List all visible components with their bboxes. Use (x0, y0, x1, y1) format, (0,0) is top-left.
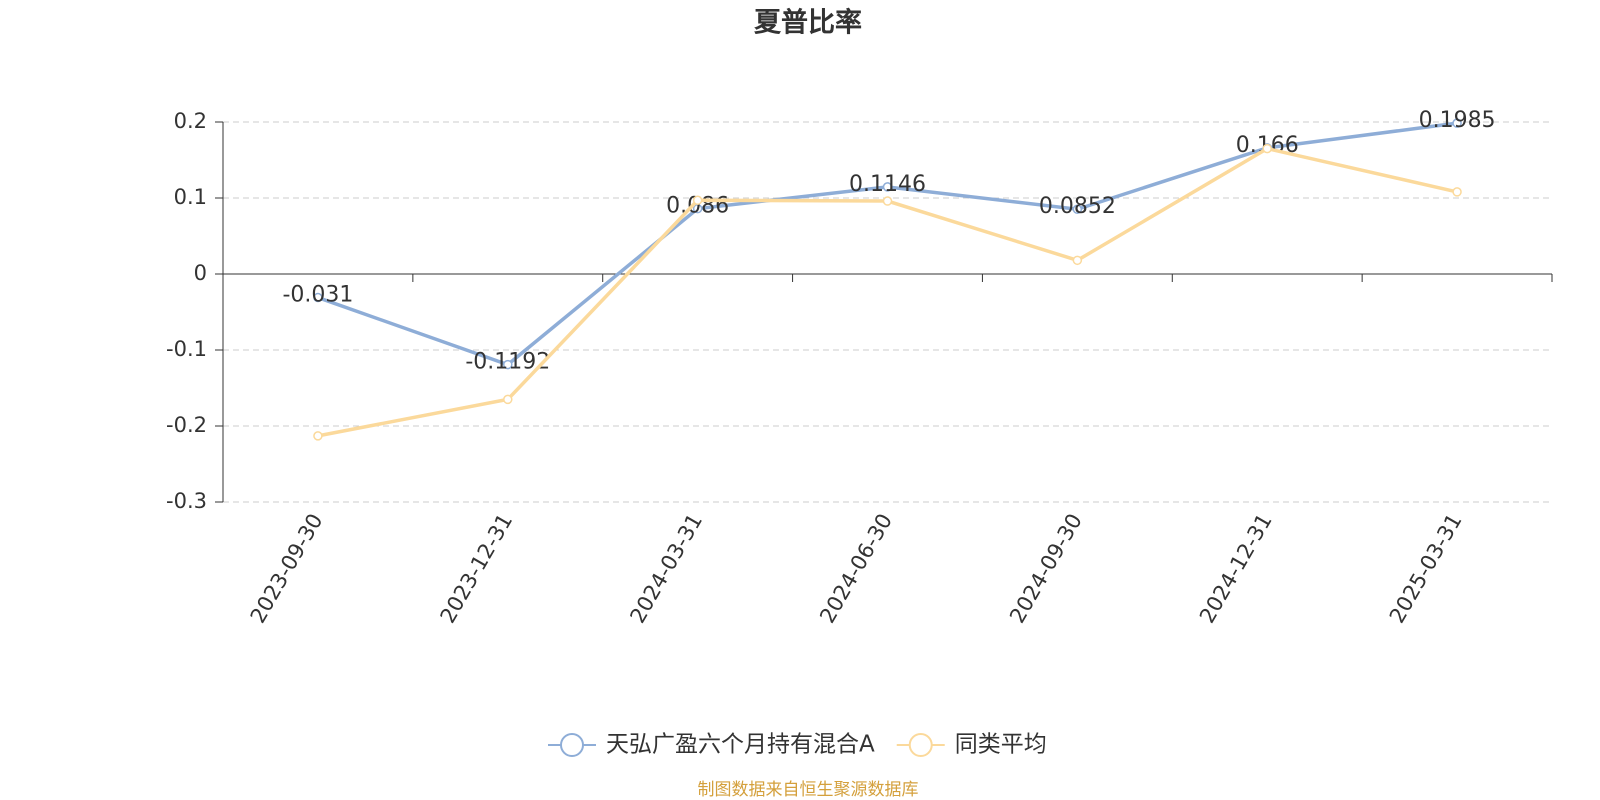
y-tick-label: 0 (194, 261, 207, 285)
x-tick-label: 2023-09-30 (246, 510, 328, 628)
point (504, 395, 512, 403)
point (1263, 145, 1271, 153)
legend-label: 同类平均 (955, 732, 1047, 758)
data-label: 0.1146 (849, 172, 926, 197)
x-tick-label: 2024-03-31 (625, 510, 707, 628)
chart-title: 夏普比率 (754, 7, 862, 39)
chart: 夏普比率 制图数据来自恒生聚源数据库 -0.3 -0.2 -0.1 0 0.1 0.2 20… (0, 0, 1600, 800)
point (1453, 188, 1461, 196)
y-tick-label: 0.2 (174, 109, 207, 133)
point (694, 196, 702, 204)
x-tick-label: 2024-09-30 (1005, 510, 1087, 628)
x-tick-label: 2023-12-31 (436, 510, 518, 628)
y-tick-label: -0.2 (166, 413, 207, 437)
legend: 天弘广盈六个月持有混合A 同类平均 (548, 732, 1047, 758)
point (884, 197, 892, 205)
y-tick-label: -0.3 (166, 489, 207, 513)
data-label: -0.031 (282, 283, 353, 308)
series-line (318, 123, 1457, 364)
source-note: 制图数据来自恒生聚源数据库 (698, 780, 919, 800)
legend-marker (561, 734, 583, 756)
legend-label: 天弘广盈六个月持有混合A (606, 732, 875, 758)
y-tick-label: -0.1 (166, 337, 207, 361)
x-tick-label: 2024-12-31 (1195, 510, 1277, 628)
data-label: -0.1192 (465, 350, 550, 375)
point (1073, 256, 1081, 264)
data-label: 0.1985 (1419, 108, 1496, 133)
y-tick-label: 0.1 (174, 185, 207, 209)
point (314, 432, 322, 440)
x-tick-label: 2024-06-30 (815, 510, 897, 628)
data-label: 0.0852 (1039, 194, 1116, 219)
x-tick-label: 2025-03-31 (1385, 510, 1467, 628)
legend-marker (910, 734, 932, 756)
